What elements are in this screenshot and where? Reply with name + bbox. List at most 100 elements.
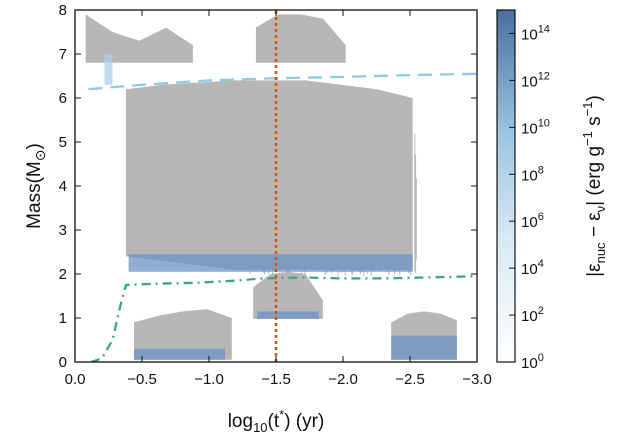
- convective-streak: [304, 87, 306, 275]
- convective-region-2: [253, 271, 323, 319]
- convective-streak: [393, 133, 395, 275]
- convective-streak: [272, 102, 274, 277]
- burning-band-0: [128, 254, 413, 272]
- y-tick-label: 1: [59, 310, 67, 327]
- convective-streak: [353, 94, 355, 268]
- convective-regions: [85, 14, 457, 360]
- convective-streak: [300, 88, 302, 263]
- x-tick-label: −2.0: [328, 371, 358, 388]
- convective-streak: [267, 137, 269, 268]
- convective-streak: [295, 123, 297, 270]
- convective-streak: [366, 169, 368, 275]
- convective-streak: [319, 183, 321, 264]
- burning-band-4: [104, 54, 113, 85]
- x-tick-label: −0.5: [127, 371, 157, 388]
- colorbar-tick-label: 102: [521, 305, 544, 325]
- convective-streak: [258, 113, 260, 266]
- convective-streak: [268, 120, 270, 275]
- colorbar: 100 102 104 106 108 1010 1012 1014 |εnuc − εν| …: [496, 9, 608, 372]
- y-tick-label: 8: [59, 2, 67, 19]
- convective-streak: [314, 105, 316, 262]
- convective-streak: [270, 164, 272, 258]
- colorbar-tick-label: 1014: [521, 23, 550, 43]
- convective-streak: [379, 161, 381, 272]
- convective-streak: [362, 103, 364, 272]
- convective-streak: [388, 104, 390, 269]
- convective-streak: [414, 133, 416, 272]
- convective-streak: [324, 133, 326, 271]
- burning-bands: [104, 54, 457, 360]
- convective-streak: [288, 166, 290, 274]
- convective-streak: [322, 93, 324, 255]
- convective-streak: [277, 85, 279, 258]
- convective-streak: [254, 143, 256, 271]
- x-axis: 0.0 −0.5 −1.0 −1.5 −2.0 −2.5 −3.0: [65, 10, 492, 388]
- convective-streak: [307, 192, 309, 259]
- convective-streak: [351, 127, 353, 275]
- convective-streak: [398, 122, 399, 271]
- plot-area: [74, 9, 478, 363]
- x-axis-label: log10(t*) (yr): [228, 407, 325, 435]
- convective-streak: [381, 162, 383, 271]
- convective-streak: [361, 124, 363, 260]
- convective-streak: [359, 138, 361, 275]
- convective-streak: [286, 127, 288, 276]
- y-axis: 0 1 2 3 4 5 6 7 8: [59, 2, 477, 371]
- convective-streak: [363, 162, 365, 276]
- burning-band-2: [134, 348, 226, 360]
- convective-streak: [327, 98, 329, 259]
- convective-streak: [309, 93, 311, 257]
- convective-streak: [352, 144, 354, 275]
- colorbar-gradient: [496, 9, 516, 363]
- convective-streak: [291, 129, 293, 265]
- convective-streak: [296, 84, 298, 267]
- convective-streak: [340, 121, 342, 273]
- convective-region-1: [134, 309, 232, 360]
- convective-streak: [359, 93, 361, 266]
- convective-streak: [410, 151, 412, 269]
- convective-streak: [288, 166, 290, 270]
- convective-streak: [331, 91, 332, 269]
- convective-streak: [323, 181, 325, 261]
- colorbar-tick-label: 1012: [521, 70, 550, 90]
- series-line-1: [90, 275, 477, 362]
- x-tick-label: −1.5: [261, 371, 291, 388]
- colorbar-tick-label: 106: [521, 211, 544, 231]
- convective-streak: [411, 186, 413, 258]
- convective-streak: [318, 119, 320, 259]
- convective-streak: [350, 129, 352, 260]
- convective-streak: [249, 138, 251, 267]
- x-tick-label: −2.5: [395, 371, 425, 388]
- data-lines: [88, 10, 477, 362]
- convective-streak: [337, 119, 339, 276]
- y-tick-label: 4: [59, 178, 67, 195]
- convective-streak: [249, 153, 251, 275]
- convective-streak: [399, 113, 401, 276]
- x-tick-label: −1.0: [194, 371, 224, 388]
- y-tick-label: 2: [59, 266, 67, 283]
- convective-streak: [373, 142, 375, 265]
- convective-streak: [292, 152, 293, 267]
- convective-streak: [408, 150, 410, 273]
- convective-region-5: [255, 14, 346, 63]
- convective-streak: [347, 99, 349, 261]
- convective-streak: [344, 185, 346, 276]
- convective-streak: [305, 146, 307, 264]
- convective-streak: [301, 152, 303, 275]
- convective-streak: [342, 156, 344, 268]
- y-tick-label: 3: [59, 222, 67, 239]
- convective-streak: [371, 96, 373, 267]
- y-tick-label: 0: [59, 354, 67, 371]
- convective-streak: [415, 178, 417, 260]
- convective-region-4: [85, 14, 193, 63]
- colorbar-tick-label: 104: [521, 258, 544, 278]
- convective-streak: [338, 142, 340, 256]
- convective-streak: [370, 120, 372, 276]
- convective-streaks: [249, 84, 417, 277]
- convective-streak: [400, 96, 401, 268]
- convective-streak: [378, 123, 380, 269]
- convective-streak: [275, 186, 277, 263]
- burning-band-1: [257, 311, 319, 319]
- colorbar-ticks: 100 102 104 106 108 1010 1012 1014: [509, 23, 550, 372]
